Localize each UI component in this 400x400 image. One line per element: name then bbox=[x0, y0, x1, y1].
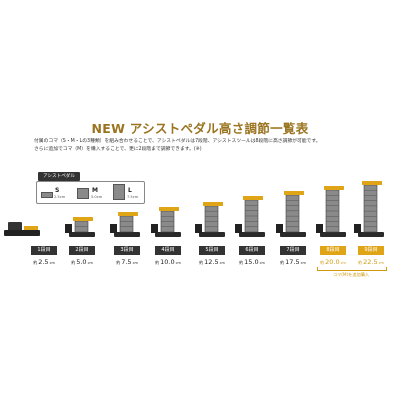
pedal-1-plate bbox=[24, 226, 38, 230]
pedal-7-base bbox=[280, 232, 306, 237]
pedal-4-plate bbox=[159, 207, 179, 211]
pedal-6-base bbox=[239, 232, 265, 237]
height-prefix: 約 bbox=[239, 260, 244, 265]
height-unit: cm bbox=[340, 261, 346, 265]
height-prefix: 約 bbox=[199, 260, 204, 265]
level-height-7: 約17.5cm bbox=[275, 258, 311, 266]
assist-pedal-tag: アシストペダル bbox=[38, 172, 80, 181]
intro-line-2-text: さらに追加でコマ（M）を購入することで、更に2段階まで調節できます。 bbox=[34, 147, 194, 152]
level-height-1: 約2.5cm bbox=[26, 258, 62, 266]
level-label-6: 6段目 bbox=[239, 246, 265, 255]
height-value: 2.5 bbox=[38, 258, 49, 266]
height-prefix: 約 bbox=[155, 260, 160, 265]
height-prefix: 約 bbox=[358, 260, 363, 265]
level-label-4: 4段目 bbox=[155, 246, 181, 255]
height-unit: cm bbox=[219, 261, 225, 265]
height-unit: cm bbox=[378, 261, 384, 265]
page-title: NEW アシストペダル高さ調節一覧表 bbox=[91, 121, 309, 136]
height-unit: cm bbox=[87, 261, 93, 265]
pedal-3-base bbox=[114, 232, 140, 237]
intro-text: 付属のコマ（S・M・Lの3種類）を組み合わせることで、アシストペダルは7段階、ア… bbox=[34, 138, 384, 154]
height-prefix: 約 bbox=[320, 260, 325, 265]
extra-bracket bbox=[317, 267, 387, 271]
height-unit: cm bbox=[300, 261, 306, 265]
pedal-8-post bbox=[316, 224, 323, 233]
koma-s-size: S bbox=[55, 187, 60, 194]
level-height-5: 約12.5cm bbox=[194, 258, 230, 266]
height-unit: cm bbox=[259, 261, 265, 265]
height-value: 20.0 bbox=[325, 258, 340, 266]
height-value: 10.0 bbox=[160, 258, 175, 266]
level-label-5: 5段目 bbox=[199, 246, 225, 255]
koma-legend: S 2.5cm M 5.0cm L 7.5cm bbox=[36, 181, 145, 204]
koma-m: M 5.0cm bbox=[75, 182, 107, 203]
height-value: 7.5 bbox=[121, 258, 132, 266]
height-prefix: 約 bbox=[71, 260, 76, 265]
pedal-2-post bbox=[65, 224, 72, 233]
height-prefix: 約 bbox=[33, 260, 38, 265]
pedal-3-post bbox=[110, 224, 117, 233]
koma-l-size: L bbox=[128, 187, 132, 194]
level-label-2: 2段目 bbox=[69, 246, 95, 255]
level-height-3: 約7.5cm bbox=[109, 258, 145, 266]
koma-l-dim: 7.5cm bbox=[127, 195, 139, 199]
level-label-7: 7段目 bbox=[280, 246, 306, 255]
intro-line-2: さらに追加でコマ（M）を購入することで、更に2段階まで調節できます。(※) bbox=[34, 146, 384, 154]
koma-m-size: M bbox=[92, 187, 98, 194]
height-value: 17.5 bbox=[285, 258, 300, 266]
height-value: 5.0 bbox=[76, 258, 87, 266]
pedal-7-post bbox=[276, 224, 283, 233]
pedal-4-base bbox=[155, 232, 181, 237]
pedal-2-base bbox=[69, 232, 95, 237]
pedal-6-post bbox=[235, 224, 242, 233]
pedal-7-plate bbox=[284, 191, 304, 195]
koma-m-dim: 5.0cm bbox=[91, 195, 103, 199]
level-height-4: 約10.0cm bbox=[150, 258, 186, 266]
extra-purchase-note: コマ(M)を追加購入 bbox=[332, 272, 370, 277]
pedal-6-plate bbox=[243, 196, 263, 200]
level-label-9: 9段目 bbox=[358, 246, 384, 255]
pedal-5-plate bbox=[203, 202, 223, 206]
pedal-1-base bbox=[4, 230, 40, 236]
intro-line-1: 付属のコマ（S・M・Lの3種類）を組み合わせることで、アシストペダルは7段階、ア… bbox=[34, 139, 321, 144]
pedal-9-stack bbox=[363, 184, 378, 233]
pedal-5-stack bbox=[204, 205, 219, 233]
koma-s-block bbox=[41, 192, 53, 198]
pedal-4-post bbox=[151, 224, 158, 233]
level-label-8: 8段目 bbox=[320, 246, 346, 255]
pedal-3-stack bbox=[119, 215, 134, 233]
koma-s-dim: 2.5cm bbox=[54, 195, 66, 199]
level-height-9: 約22.5cm bbox=[353, 258, 389, 266]
pedal-5-base bbox=[199, 232, 225, 237]
height-unit: cm bbox=[49, 261, 55, 265]
koma-l-block bbox=[113, 184, 125, 200]
pedal-3-plate bbox=[118, 212, 138, 216]
pedal-9-plate bbox=[362, 181, 382, 185]
pedal-8-plate bbox=[324, 186, 344, 190]
height-prefix: 約 bbox=[280, 260, 285, 265]
height-prefix: 約 bbox=[116, 260, 121, 265]
intro-line-2-note: (※) bbox=[193, 147, 202, 152]
pedal-9-base bbox=[358, 232, 384, 237]
pedal-9-post bbox=[354, 224, 361, 233]
level-label-1: 1段目 bbox=[31, 246, 57, 255]
level-height-8: 約20.0cm bbox=[315, 258, 351, 266]
pedal-5-post bbox=[195, 224, 202, 233]
koma-s: S 2.5cm bbox=[39, 182, 69, 203]
height-unit: cm bbox=[175, 261, 181, 265]
level-height-2: 約5.0cm bbox=[64, 258, 100, 266]
height-value: 15.0 bbox=[244, 258, 259, 266]
level-label-3: 3段目 bbox=[114, 246, 140, 255]
pedal-8-base bbox=[320, 232, 346, 237]
height-value: 12.5 bbox=[204, 258, 219, 266]
level-height-6: 約15.0cm bbox=[234, 258, 270, 266]
height-unit: cm bbox=[132, 261, 138, 265]
pedal-2-plate bbox=[73, 217, 93, 221]
koma-m-block bbox=[77, 188, 89, 199]
pedal-7-stack bbox=[285, 194, 300, 233]
height-value: 22.5 bbox=[363, 258, 378, 266]
koma-l: L 7.5cm bbox=[111, 182, 143, 203]
